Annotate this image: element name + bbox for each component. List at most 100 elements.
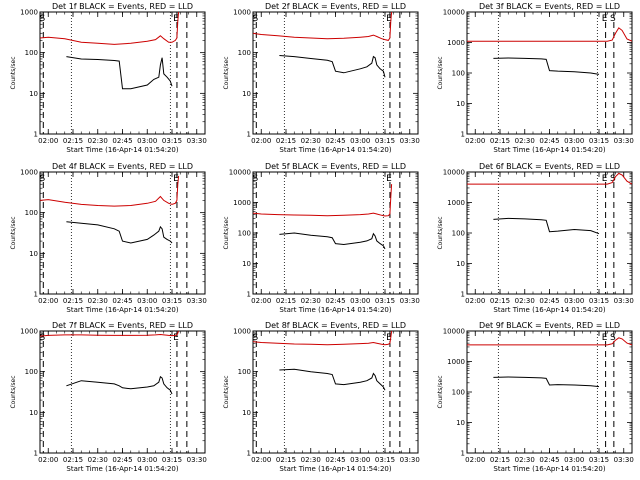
y-tick-label: 10000	[443, 9, 465, 17]
x-tick-label: 03:30	[614, 456, 634, 464]
panel-title: Det 3f BLACK = Events, RED = LLD	[479, 2, 620, 11]
x-tick-label: 03:30	[400, 456, 420, 464]
x-tick-label: 03:00	[137, 297, 157, 305]
end-marker-label: E	[173, 14, 179, 24]
start-marker-label: S	[610, 14, 616, 24]
y-tick-label: 100	[452, 70, 465, 78]
x-tick-label: 02:15	[276, 456, 296, 464]
x-tick-label: 03:30	[187, 456, 207, 464]
y-tick-label: 10	[456, 260, 465, 268]
x-tick-label: 02:00	[38, 297, 58, 305]
start-marker-label: S	[39, 333, 45, 343]
end-marker-label: E	[173, 333, 179, 343]
x-tick-label: 02:15	[63, 137, 83, 145]
y-tick-label: 1	[461, 131, 465, 139]
start-marker-label: S	[252, 14, 258, 24]
x-tick-label: 02:15	[490, 456, 510, 464]
y-tick-label: 1000	[447, 358, 465, 366]
x-tick-label: 03:15	[375, 297, 395, 305]
x-tick-label: 03:30	[187, 297, 207, 305]
start-marker-label: S	[610, 174, 616, 184]
x-axis-label: Start Time (16-Apr-14 01:54:20)	[493, 306, 605, 314]
start-marker-label: S	[610, 333, 616, 343]
y-tick-label: 1000	[233, 199, 251, 207]
y-tick-label: 10	[29, 250, 38, 258]
y-tick-label: 1000	[20, 9, 38, 17]
x-tick-label: 03:15	[589, 137, 609, 145]
panel-2: Det 2f BLACK = Events, RED = LLD 1 10 100 10…	[223, 2, 420, 154]
x-tick-label: 02:30	[515, 137, 535, 145]
x-tick-label: 02:30	[88, 456, 108, 464]
y-tick-label: 1	[247, 131, 251, 139]
y-tick-label: 1	[461, 450, 465, 458]
x-tick-label: 03:00	[350, 137, 370, 145]
x-tick-label: 03:15	[589, 456, 609, 464]
end-marker-label: E	[386, 333, 392, 343]
x-tick-label: 02:15	[276, 137, 296, 145]
x-tick-label: 02:00	[251, 137, 271, 145]
x-tick-label: 03:15	[375, 137, 395, 145]
y-tick-label: 10	[456, 419, 465, 427]
x-axis-label: Start Time (16-Apr-14 01:54:20)	[493, 146, 605, 154]
plot-frame	[466, 11, 633, 135]
y-tick-label: 100	[25, 49, 38, 57]
x-tick-label: 03:00	[564, 137, 584, 145]
series-lld	[40, 175, 180, 207]
end-marker-label: E	[602, 333, 608, 343]
x-tick-label: 02:15	[490, 137, 510, 145]
panel-8: Det 8f BLACK = Events, RED = LLD 1 10 100 10…	[223, 321, 420, 473]
x-tick-label: 03:00	[350, 456, 370, 464]
y-tick-label: 100	[238, 230, 251, 238]
x-tick-label: 02:30	[301, 137, 321, 145]
x-tick-label: 02:45	[325, 297, 345, 305]
series-events	[66, 375, 173, 395]
x-tick-label: 03:30	[400, 137, 420, 145]
y-tick-label: 10	[29, 90, 38, 98]
start-marker-label: S	[39, 174, 45, 184]
y-axis-label: Counts/sec	[437, 375, 444, 408]
x-tick-label: 02:00	[251, 297, 271, 305]
x-axis-label: Start Time (16-Apr-14 01:54:20)	[66, 465, 178, 473]
x-tick-label: 03:15	[162, 297, 182, 305]
x-tick-label: 02:30	[515, 456, 535, 464]
y-axis-label: Counts/sec	[10, 375, 17, 408]
plot-frame	[252, 330, 419, 454]
end-marker-label: E	[386, 174, 392, 184]
y-axis-label: Counts/sec	[10, 216, 17, 249]
end-marker-label: E	[602, 14, 608, 24]
y-axis-label: Counts/sec	[223, 56, 230, 89]
y-tick-label: 1	[247, 291, 251, 299]
y-tick-label: 1	[34, 131, 38, 139]
panel-title: Det 1f BLACK = Events, RED = LLD	[52, 2, 193, 11]
plot-frame	[466, 171, 633, 295]
panel-title: Det 8f BLACK = Events, RED = LLD	[265, 321, 406, 330]
y-tick-label: 10	[242, 409, 251, 417]
x-tick-label: 02:45	[112, 297, 132, 305]
x-tick-label: 02:30	[515, 297, 535, 305]
x-tick-label: 02:45	[539, 297, 559, 305]
x-tick-label: 02:00	[38, 456, 58, 464]
plot-frame	[39, 330, 206, 454]
x-axis-label: Start Time (16-Apr-14 01:54:20)	[493, 465, 605, 473]
x-tick-label: 03:15	[162, 137, 182, 145]
y-tick-label: 10	[29, 409, 38, 417]
panel-4: Det 4f BLACK = Events, RED = LLD 1 10 100 10…	[10, 162, 207, 314]
y-axis-label: Counts/sec	[437, 216, 444, 249]
y-tick-label: 1000	[447, 199, 465, 207]
x-tick-label: 03:00	[564, 297, 584, 305]
x-tick-label: 03:00	[350, 297, 370, 305]
x-axis-label: Start Time (16-Apr-14 01:54:20)	[66, 306, 178, 314]
series-events	[66, 56, 173, 90]
y-tick-label: 1000	[20, 169, 38, 177]
series-lld	[40, 12, 180, 45]
y-tick-label: 10	[456, 100, 465, 108]
y-tick-label: 10000	[443, 328, 465, 336]
x-tick-label: 02:45	[112, 456, 132, 464]
end-marker-label: E	[602, 174, 608, 184]
plot-frame	[39, 11, 206, 135]
x-tick-label: 03:30	[614, 297, 634, 305]
series-events	[279, 232, 386, 250]
x-tick-label: 02:45	[539, 137, 559, 145]
panel-3: Det 3f BLACK = Events, RED = LLD 1 10 100 10…	[437, 2, 634, 154]
